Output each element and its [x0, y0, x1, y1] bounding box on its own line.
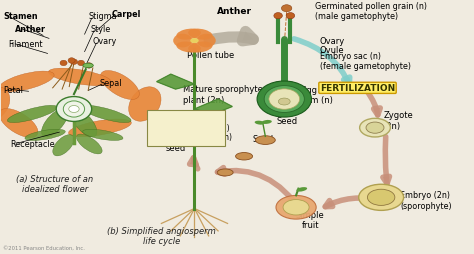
Ellipse shape — [71, 60, 77, 65]
Polygon shape — [194, 100, 232, 115]
Text: Style: Style — [91, 25, 111, 34]
Text: Germinating
seed: Germinating seed — [149, 133, 202, 153]
Text: Ovary: Ovary — [93, 37, 117, 46]
Text: Seed: Seed — [276, 116, 297, 125]
Ellipse shape — [60, 61, 67, 67]
Ellipse shape — [257, 82, 311, 118]
Ellipse shape — [85, 64, 92, 69]
Text: Receptacle: Receptacle — [10, 140, 55, 149]
Ellipse shape — [278, 99, 290, 106]
Ellipse shape — [56, 97, 91, 122]
Ellipse shape — [100, 71, 139, 100]
Polygon shape — [156, 75, 194, 90]
Ellipse shape — [176, 29, 201, 40]
Ellipse shape — [283, 200, 309, 215]
Ellipse shape — [68, 58, 75, 64]
Ellipse shape — [69, 106, 79, 113]
Ellipse shape — [282, 6, 292, 13]
Ellipse shape — [276, 196, 316, 219]
Ellipse shape — [64, 102, 84, 118]
Text: Key: Key — [176, 116, 195, 125]
Text: Anther: Anther — [217, 7, 252, 16]
Ellipse shape — [255, 136, 275, 145]
Ellipse shape — [366, 123, 384, 134]
Text: Sperm (n): Sperm (n) — [292, 95, 333, 104]
Text: Carpel: Carpel — [112, 10, 141, 19]
Ellipse shape — [128, 87, 161, 122]
Ellipse shape — [76, 135, 102, 154]
Ellipse shape — [255, 121, 264, 125]
Text: Zygote
(2n): Zygote (2n) — [383, 111, 413, 130]
Text: (a) Structure of an
idealized flower: (a) Structure of an idealized flower — [17, 174, 93, 193]
Ellipse shape — [274, 13, 283, 20]
Text: Petal: Petal — [3, 85, 23, 94]
Ellipse shape — [0, 109, 38, 138]
Ellipse shape — [188, 42, 212, 53]
Text: ©2011 Pearson Education, Inc.: ©2011 Pearson Education, Inc. — [3, 245, 85, 250]
Ellipse shape — [81, 106, 131, 123]
Text: Mature sporophyte
plant (2n): Mature sporophyte plant (2n) — [182, 85, 263, 104]
Ellipse shape — [296, 187, 307, 192]
Ellipse shape — [367, 189, 395, 205]
Ellipse shape — [25, 130, 65, 141]
Ellipse shape — [0, 87, 10, 122]
Ellipse shape — [53, 135, 74, 156]
Text: Diploid (2n): Diploid (2n) — [187, 132, 232, 141]
Text: Sepal: Sepal — [100, 79, 122, 88]
Text: Haploid (n): Haploid (n) — [187, 123, 230, 132]
Ellipse shape — [69, 120, 131, 137]
Ellipse shape — [197, 35, 216, 48]
Text: Stamen: Stamen — [3, 12, 37, 21]
Ellipse shape — [269, 89, 300, 110]
Ellipse shape — [42, 109, 68, 137]
Ellipse shape — [71, 109, 97, 137]
Text: Germinated pollen grain (n)
(male gametophyte): Germinated pollen grain (n) (male gameto… — [315, 2, 427, 21]
Ellipse shape — [82, 130, 123, 141]
Text: Seed: Seed — [253, 135, 273, 144]
Text: Embryo (2n)
(sporophyte): Embryo (2n) (sporophyte) — [400, 190, 452, 210]
Ellipse shape — [262, 120, 272, 124]
Ellipse shape — [176, 42, 201, 53]
Text: FERTILIZATION: FERTILIZATION — [320, 84, 395, 93]
Ellipse shape — [359, 185, 403, 211]
Text: Filament: Filament — [8, 39, 42, 48]
Ellipse shape — [217, 169, 233, 176]
Ellipse shape — [8, 106, 57, 123]
Ellipse shape — [188, 29, 212, 40]
Text: Egg (n): Egg (n) — [301, 85, 331, 94]
Polygon shape — [166, 124, 194, 139]
Ellipse shape — [48, 69, 111, 86]
Ellipse shape — [83, 64, 93, 68]
Text: Simple
fruit: Simple fruit — [296, 210, 325, 230]
Ellipse shape — [77, 61, 84, 67]
Ellipse shape — [0, 72, 54, 92]
Text: (b) Simplified angiosperm
life cycle: (b) Simplified angiosperm life cycle — [107, 226, 216, 245]
Text: Ovary: Ovary — [319, 37, 345, 46]
Text: Stigma: Stigma — [88, 12, 117, 21]
Text: Ovule: Ovule — [319, 46, 344, 55]
Text: Embryo sac (n)
(female gametophyte): Embryo sac (n) (female gametophyte) — [319, 52, 410, 71]
Ellipse shape — [236, 153, 253, 160]
Text: Anther: Anther — [15, 25, 46, 34]
Ellipse shape — [264, 86, 304, 113]
FancyBboxPatch shape — [147, 111, 225, 147]
Ellipse shape — [286, 13, 295, 20]
Text: Pollen tube: Pollen tube — [187, 51, 235, 59]
Ellipse shape — [173, 35, 192, 48]
Ellipse shape — [190, 39, 199, 44]
Ellipse shape — [360, 119, 391, 137]
